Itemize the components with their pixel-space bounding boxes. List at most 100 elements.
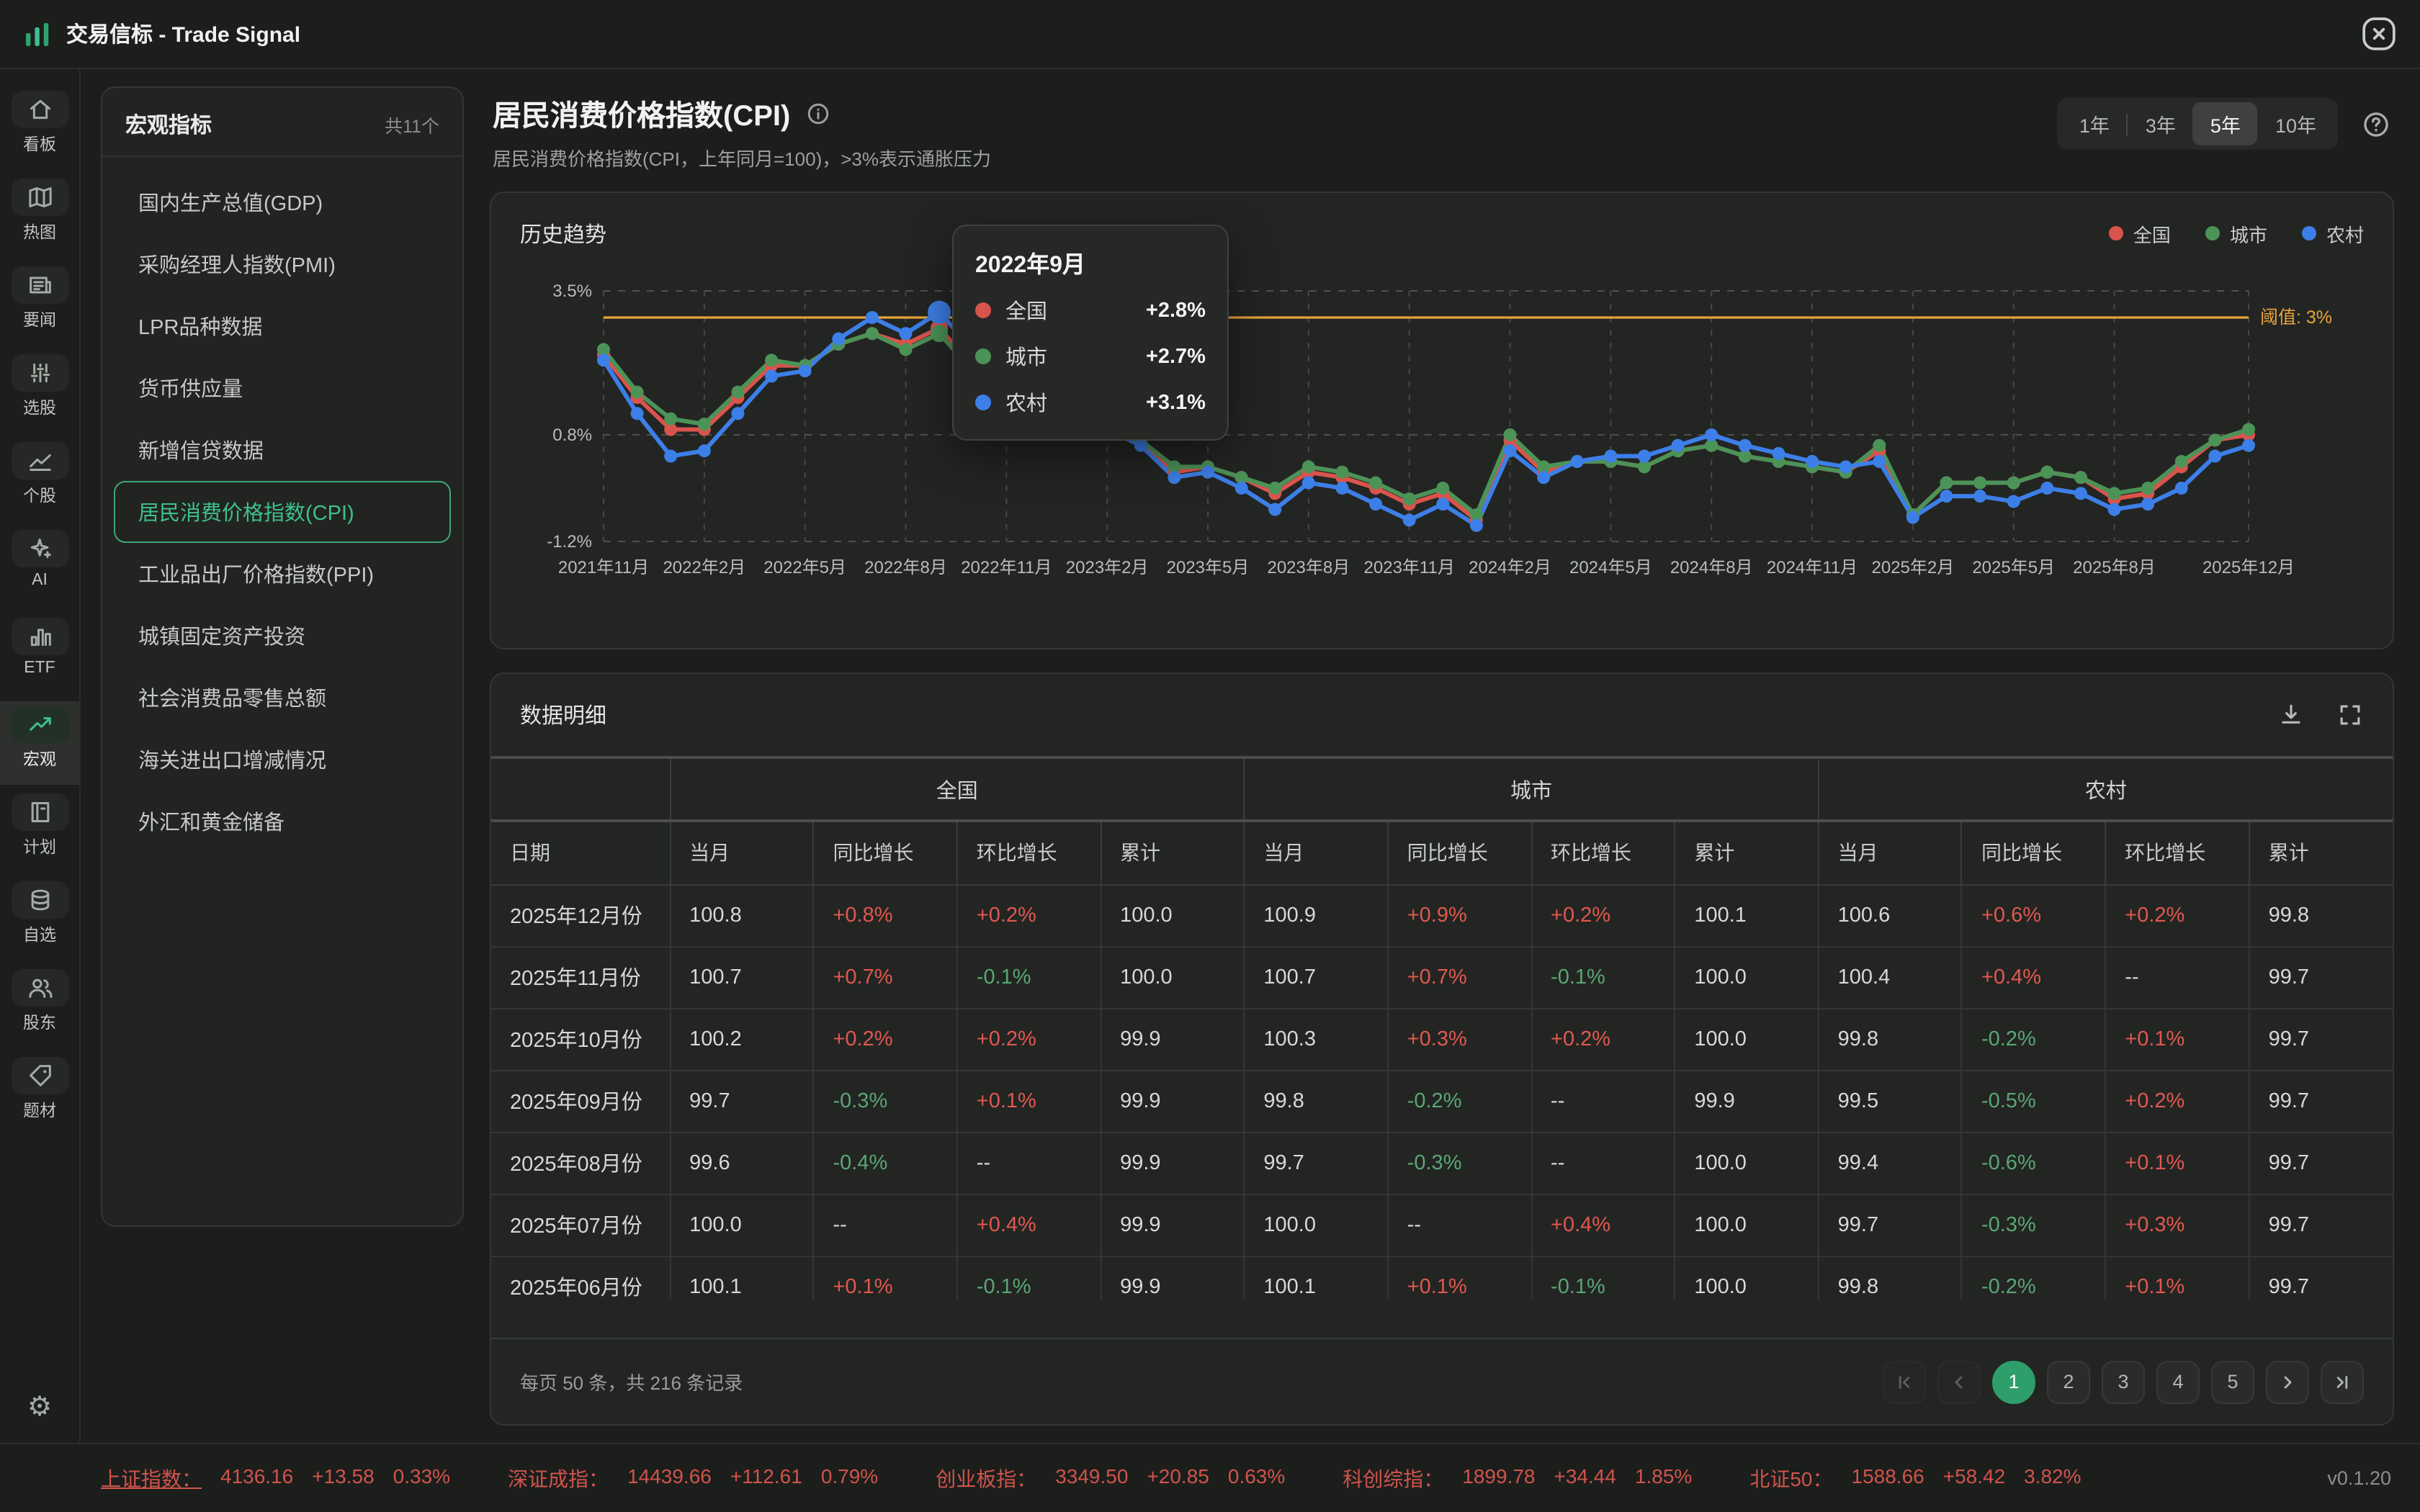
range-option-5年[interactable]: 5年: [2192, 102, 2258, 145]
table-row[interactable]: 2025年11月份 100.7 +0.7% -0.1% 100.0 100.7 +0.7% -…: [491, 945, 2393, 1008]
help-button[interactable]: [2361, 109, 2391, 139]
next-page-button[interactable]: [2266, 1360, 2309, 1403]
ticker-value: 1588.66: [1851, 1464, 1924, 1487]
rail-item-plan[interactable]: 计划: [0, 789, 79, 873]
sidebar-item-4[interactable]: 货币供应量: [138, 379, 243, 402]
sidebar-item-5[interactable]: 新增信贷数据: [138, 441, 264, 464]
svg-text:2021年11月: 2021年11月: [558, 558, 649, 577]
info-icon[interactable]: [805, 100, 830, 126]
rail-item-heatmap[interactable]: 热图: [0, 174, 79, 258]
page-button-5[interactable]: 5: [2211, 1360, 2254, 1403]
main-panel: 居民消费价格指数(CPI) 居民消费价格指数(CPI，上年同月=100)，>3%…: [464, 69, 2420, 1443]
table-row[interactable]: 2025年09月份 99.7 -0.3% +0.1% 99.9 99.8 -0.2% -- 99…: [491, 1069, 2393, 1132]
svg-text:-1.2%: -1.2%: [547, 532, 592, 552]
column-header: 当月: [669, 821, 814, 885]
sidebar-item-2[interactable]: 采购经理人指数(PMI): [138, 255, 336, 278]
download-button[interactable]: [2277, 701, 2305, 729]
rail-item-ai[interactable]: AI: [0, 526, 79, 609]
app-header: 交易信标 - Trade Signal: [0, 0, 2420, 69]
next-page-icon: [2284, 1375, 2292, 1388]
cell-value: -0.1%: [956, 1255, 1101, 1299]
table-row[interactable]: 2025年10月份 100.2 +0.2% +0.2% 99.9 100.3 +0.3% +0…: [491, 1007, 2393, 1070]
first-page-button: [1883, 1360, 1926, 1403]
page-button-1[interactable]: 1: [1992, 1360, 2035, 1403]
sidebar-item-6[interactable]: 居民消费价格指数(CPI): [114, 481, 451, 543]
users-icon: [28, 978, 52, 998]
ticker-index-item[interactable]: 创业板指： 3349.50 +20.85 0.63%: [936, 1464, 1285, 1493]
cell-value: 99.7: [2248, 1007, 2393, 1070]
last-page-button[interactable]: [2321, 1360, 2364, 1403]
rail-item-screener[interactable]: 选股: [0, 350, 79, 433]
cell-value: 99.8: [1243, 1069, 1388, 1132]
expand-button[interactable]: [2336, 701, 2364, 729]
tooltip-series-value: +3.1%: [1145, 391, 1206, 414]
page-button-3[interactable]: 3: [2102, 1360, 2145, 1403]
ticker-label: 上证指数：: [101, 1467, 202, 1490]
cell-value: -0.1%: [1531, 945, 1675, 1008]
cell-value: 100.0: [669, 1193, 814, 1256]
cell-value: +0.3%: [2105, 1193, 2249, 1256]
sidebar-item-1[interactable]: 国内生产总值(GDP): [138, 193, 323, 216]
range-option-10年[interactable]: 10年: [2275, 115, 2316, 137]
rail-item-label: ETF: [24, 660, 55, 677]
rail-item-pill: [11, 530, 68, 567]
sidebar-item-3[interactable]: LPR品种数据: [138, 317, 263, 340]
rail-item-pill: [11, 881, 68, 919]
rail-item-label: 热图: [23, 225, 56, 242]
rail-item-themes[interactable]: 题材: [0, 1053, 79, 1136]
svg-text:2024年2月: 2024年2月: [1469, 558, 1551, 577]
indicator-sidebar: 宏观指标 共11个 国内生产总值(GDP) 采购经理人指数(PMI) LPR品种数据…: [101, 86, 464, 1227]
rail-item-macro[interactable]: 宏观: [0, 701, 79, 785]
rail-item-label: 自选: [23, 927, 56, 945]
rail-item-news[interactable]: 要闻: [0, 262, 79, 346]
rail-item-pill: [11, 266, 68, 304]
ticker-index-item[interactable]: 深证成指： 14439.66 +112.61 0.79%: [508, 1464, 878, 1493]
cell-value: --: [1531, 1131, 1675, 1194]
range-option-1年[interactable]: 1年: [2079, 115, 2110, 137]
data-table-region[interactable]: 全国 城市 农村 日期 当月 同比增长 环比增长 累计 当月 同比增长 环比增长 累计 当月 同比增长 环比…: [491, 756, 2393, 1299]
cell-value: +0.7%: [1386, 945, 1532, 1008]
table-row[interactable]: 2025年07月份 100.0 -- +0.4% 99.9 100.0 -- +0.4% 100…: [491, 1193, 2393, 1256]
ticker-index-item[interactable]: 北证50： 1588.66 +58.42 3.82%: [1749, 1464, 2081, 1493]
rail-item-dashboard[interactable]: 看板: [0, 86, 79, 170]
svg-text:2023年11月: 2023年11月: [1364, 558, 1455, 577]
rail-item-holders[interactable]: 股东: [0, 965, 79, 1048]
table-row[interactable]: 2025年12月份 100.8 +0.8% +0.2% 100.0 100.9 +0.9% +…: [491, 884, 2393, 946]
sidebar-item-7[interactable]: 工业品出厂价格指数(PPI): [138, 564, 375, 588]
column-header: 同比增长: [1960, 821, 2106, 885]
tooltip-row: 全国 +2.8%: [975, 295, 1206, 325]
column-header: 当月: [1817, 821, 1962, 885]
rail-item-pill: [11, 706, 68, 743]
chart-plot-area[interactable]: 3.5% 0.8% -1.2% 2021年11月 2022年2月 2022年5月 2022年…: [520, 225, 2364, 626]
cell-value: 100.0: [1100, 884, 1245, 946]
chart-tooltip: 2022年9月 全国 +2.8% 城市 +2.7% 农村 +3.1%: [952, 225, 1229, 441]
table-row[interactable]: 2025年06月份 100.1 +0.1% -0.1% 99.9 100.1 +0.1% -0…: [491, 1255, 2393, 1299]
cell-value: +0.8%: [812, 884, 957, 946]
cell-value: 100.9: [1243, 884, 1388, 946]
settings-button[interactable]: ⚙: [0, 1391, 79, 1423]
page-button-4[interactable]: 4: [2156, 1360, 2200, 1403]
legend-label: 全国: [2133, 224, 2171, 246]
ticker-index-item[interactable]: 上证指数： 4136.16 +13.58 0.33%: [101, 1464, 450, 1493]
sidebar-item-9[interactable]: 社会消费品零售总额: [138, 688, 326, 711]
gear-icon: ⚙: [27, 1391, 53, 1423]
cell-date: 2025年12月份: [510, 906, 642, 929]
table-row[interactable]: 2025年08月份 99.6 -0.4% -- 99.9 99.7 -0.3% -- 100.0…: [491, 1131, 2393, 1194]
cpi-line-chart: 3.5% 0.8% -1.2% 2021年11月 2022年2月 2022年5月 2022年…: [547, 282, 2332, 577]
table-group-header-row: 全国 城市 农村: [491, 759, 2393, 822]
rail-item-watchlist[interactable]: 自选: [0, 877, 79, 960]
sidebar-item-8[interactable]: 城镇固定资产投资: [138, 626, 305, 649]
rail-item-etf[interactable]: ETF: [0, 613, 79, 697]
rail-item-stocks[interactable]: 个股: [0, 438, 79, 521]
cell-value: +0.1%: [812, 1255, 957, 1299]
rail-item-label: 计划: [23, 840, 56, 857]
ticker-index-item[interactable]: 科创综指： 1899.78 +34.44 1.85%: [1343, 1464, 1692, 1493]
range-option-3年[interactable]: 3年: [2145, 115, 2176, 137]
page-button-2[interactable]: 2: [2047, 1360, 2090, 1403]
sidebar-item-10[interactable]: 海关进出口增减情况: [138, 750, 326, 773]
close-button[interactable]: [2360, 15, 2397, 53]
cell-value: 100.1: [1243, 1255, 1388, 1299]
sidebar-item-11[interactable]: 外汇和黄金储备: [138, 812, 284, 835]
prev-page-button: [1937, 1360, 1981, 1403]
tooltip-row: 农村 +3.1%: [975, 387, 1206, 418]
